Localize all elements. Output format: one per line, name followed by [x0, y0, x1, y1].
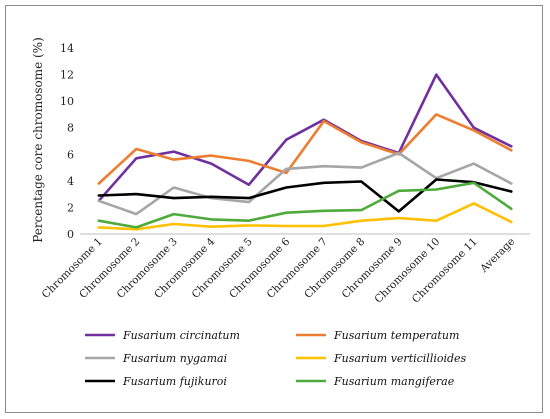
y-tick-label: 8: [67, 122, 74, 135]
legend: Fusarium circinatum Fusarium temperatum Fu…: [85, 329, 467, 388]
legend-label: Fusarium fujikuroi: [122, 375, 227, 388]
legend-label: Fusarium verticillioides: [333, 352, 467, 365]
x-tick-label: Average: [477, 236, 517, 276]
x-tick-label: Chromosome 11: [410, 236, 480, 306]
legend-label: Fusarium temperatum: [333, 329, 459, 342]
series-lines: [97, 73, 513, 231]
y-tick-label: 0: [67, 228, 74, 241]
legend-label: Fusarium mangiferae: [333, 375, 455, 388]
series-line: [97, 202, 513, 231]
y-tick-label: 14: [60, 42, 74, 55]
x-tick-label: Chromosome 10: [372, 236, 442, 306]
y-tick-label: 10: [60, 95, 74, 108]
series-line: [97, 73, 513, 203]
series-line: [97, 181, 513, 229]
y-axis-label: Percentage core chromosome (%): [31, 37, 45, 243]
y-tick-label: 12: [60, 69, 74, 82]
y-tick-label: 4: [67, 175, 74, 188]
legend-label: Fusarium nygamai: [122, 352, 227, 365]
series-line: [97, 113, 513, 185]
chart-frame: [5, 5, 543, 413]
series-line: [97, 178, 513, 213]
y-tick-label: 2: [67, 201, 74, 214]
series-line: [97, 151, 513, 216]
y-tick-label: 6: [67, 148, 74, 161]
legend-label: Fusarium circinatum: [122, 329, 240, 342]
